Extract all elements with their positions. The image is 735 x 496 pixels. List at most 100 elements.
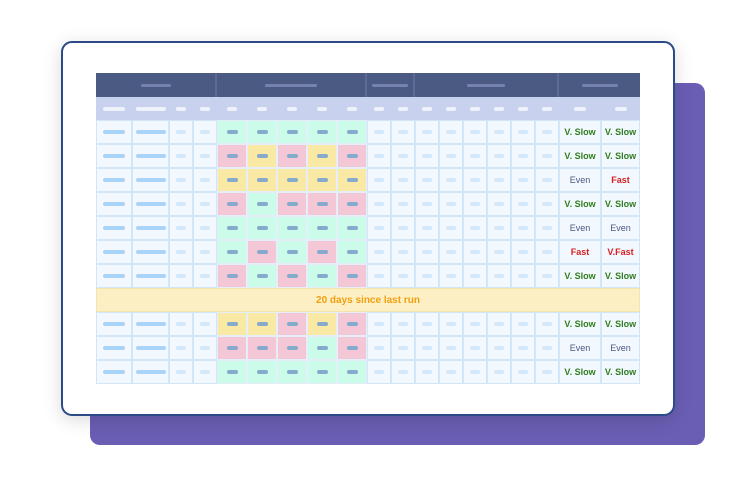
placeholder-text [470,202,480,206]
table-cell [439,120,463,144]
placeholder-text [494,130,504,134]
table-cell [463,192,487,216]
placeholder-text [200,322,210,326]
table-cell [367,168,391,192]
column-header[interactable] [559,97,601,120]
speed-status: V. Slow [564,199,596,209]
column-header[interactable] [511,97,535,120]
table-cell [391,168,415,192]
speed-status: Even [569,223,591,233]
table-cell [487,192,511,216]
table-cell [511,336,535,360]
column-header[interactable] [463,97,487,120]
placeholder-text [494,370,504,374]
placeholder-text [470,322,480,326]
placeholder-text [542,274,552,278]
table-cell [439,360,463,384]
placeholder-text [286,154,298,158]
column-header[interactable] [391,97,415,120]
table-row[interactable]: Even Even [96,336,640,360]
placeholder-text [494,106,504,111]
placeholder-text [135,370,166,374]
placeholder-text [135,274,166,278]
table-cell [169,360,193,384]
table-cell [391,216,415,240]
table-row[interactable]: V. Slow V. Slow [96,192,640,216]
placeholder-text [372,83,408,87]
column-header[interactable] [415,97,439,120]
table-cell [415,216,439,240]
column-header[interactable] [169,97,193,120]
column-header[interactable] [487,97,511,120]
placeholder-text [542,346,552,350]
column-header[interactable] [193,97,217,120]
table-cell [96,360,132,384]
column-header[interactable] [307,97,337,120]
column-header[interactable] [132,97,169,120]
table-cell [337,216,367,240]
placeholder-text [518,226,528,230]
table-cell [193,240,217,264]
table-cell [511,120,535,144]
placeholder-text [542,370,552,374]
table-row[interactable]: V. Slow V. Slow [96,312,640,336]
table-row[interactable]: Fast V.Fast [96,240,640,264]
table-row[interactable]: Even Even [96,216,640,240]
table-cell [193,336,217,360]
column-group-header[interactable] [217,73,367,97]
table-cell [463,360,487,384]
placeholder-text [422,322,432,326]
table-cell [415,168,439,192]
table-cell [487,336,511,360]
column-header[interactable] [277,97,307,120]
table-cell [132,240,169,264]
column-group-header[interactable] [367,73,415,97]
table-row[interactable]: V. Slow V. Slow [96,120,640,144]
placeholder-text [374,130,384,134]
table-row[interactable]: V. Slow V. Slow [96,360,640,384]
column-header[interactable] [439,97,463,120]
placeholder-text [256,226,268,230]
table-cell [487,144,511,168]
table-cell [535,336,559,360]
table-cell [217,312,247,336]
placeholder-text [316,322,328,326]
table-row[interactable]: Even Fast [96,168,640,192]
column-header[interactable] [96,97,132,120]
placeholder-text [398,154,408,158]
table-cell [277,264,307,288]
column-group-header[interactable] [415,73,559,97]
column-header[interactable] [367,97,391,120]
table-cell [169,336,193,360]
placeholder-text [374,202,384,206]
table-cell [439,264,463,288]
speed-status: V. Slow [564,271,596,281]
column-group-header[interactable] [559,73,640,97]
placeholder-text [286,370,298,374]
placeholder-text [518,130,528,134]
table-cell [511,192,535,216]
table-cell [277,336,307,360]
placeholder-text [286,250,298,254]
column-header[interactable] [247,97,277,120]
placeholder-text [574,106,586,111]
table-cell [277,360,307,384]
table-cell [439,240,463,264]
table-row[interactable]: V. Slow V. Slow [96,264,640,288]
placeholder-text [226,202,238,206]
column-header[interactable] [337,97,367,120]
placeholder-text [374,274,384,278]
placeholder-text [542,154,552,158]
column-header[interactable] [535,97,559,120]
placeholder-text [518,178,528,182]
table-cell: V. Slow [601,312,640,336]
column-header[interactable] [601,97,640,120]
table-cell [217,264,247,288]
table-row[interactable]: V. Slow V. Slow [96,144,640,168]
table-cell: Even [559,216,601,240]
placeholder-text [518,346,528,350]
speed-status: V. Slow [564,127,596,137]
column-header[interactable] [217,97,247,120]
column-group-header[interactable] [96,73,217,97]
table-cell [391,240,415,264]
